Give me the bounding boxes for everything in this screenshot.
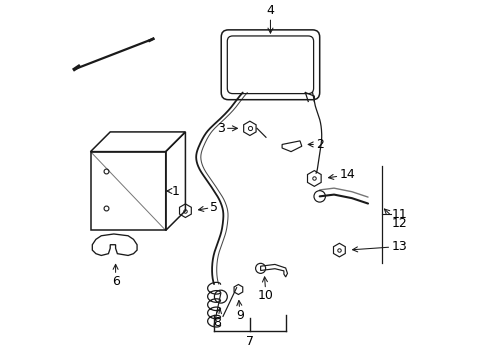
Text: 3: 3: [217, 122, 237, 135]
Text: 5: 5: [198, 201, 218, 213]
Text: 9: 9: [236, 301, 244, 322]
Text: 2: 2: [307, 138, 324, 151]
Text: 13: 13: [352, 240, 406, 253]
Text: 14: 14: [328, 168, 354, 181]
Text: 8: 8: [213, 308, 221, 329]
Text: 10: 10: [258, 277, 273, 302]
Text: 6: 6: [111, 264, 119, 288]
Text: 11: 11: [390, 208, 406, 221]
Text: 7: 7: [245, 335, 253, 348]
Text: 12: 12: [384, 209, 406, 230]
Text: 1: 1: [166, 185, 180, 198]
Text: 4: 4: [266, 4, 274, 33]
